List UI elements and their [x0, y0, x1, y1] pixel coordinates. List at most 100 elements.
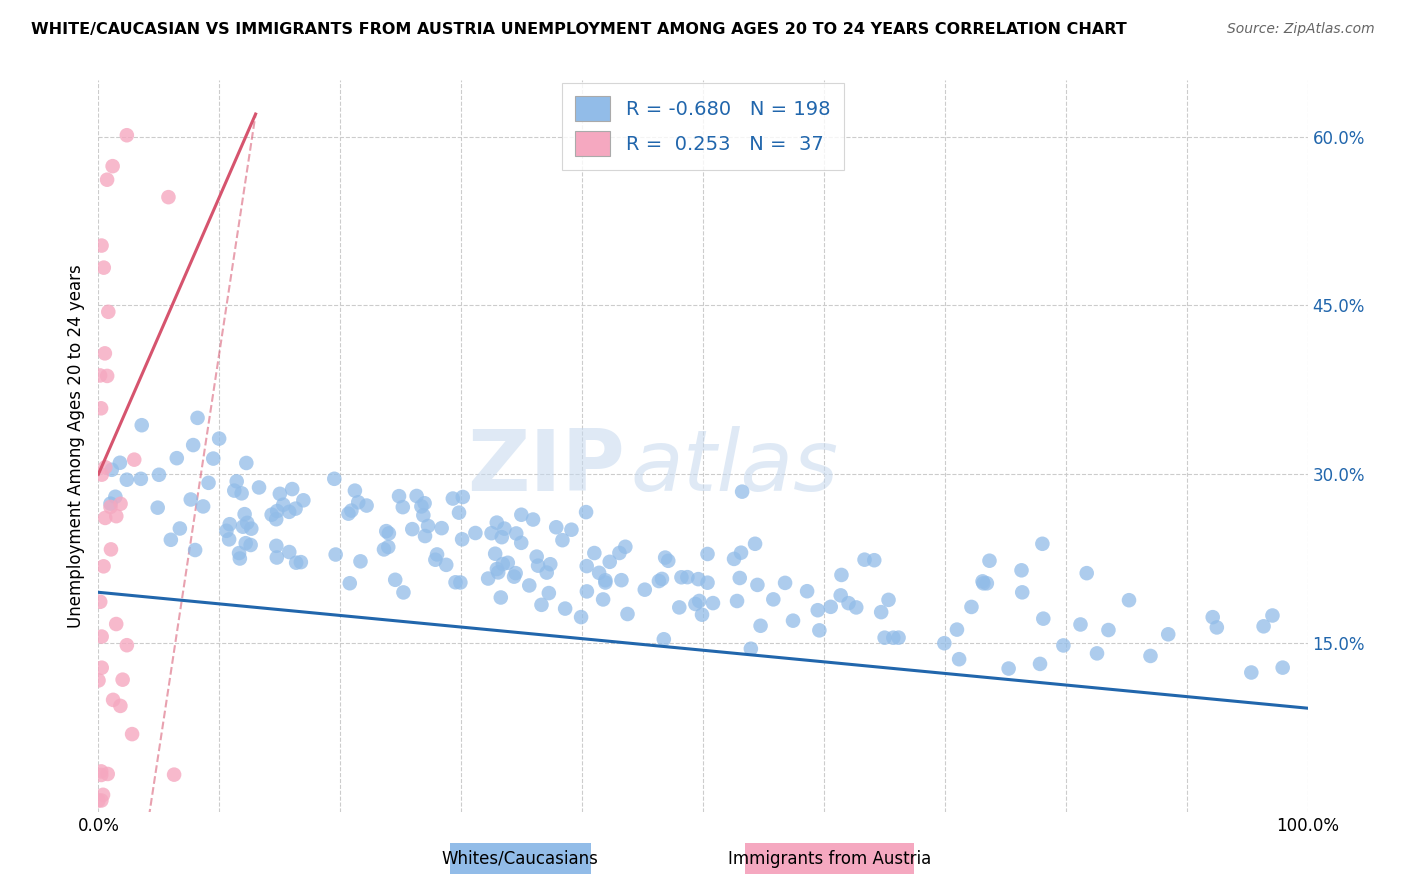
Point [292, 493, 315, 508]
Point [416, 519, 439, 533]
Point [657, 554, 679, 568]
Point [122, 452, 145, 467]
Point [690, 607, 713, 622]
Point [228, 546, 250, 560]
Point [934, 636, 956, 650]
Point [696, 547, 718, 561]
Point [807, 603, 830, 617]
Point [425, 553, 447, 567]
Point [225, 475, 247, 489]
Point [111, 673, 134, 687]
Point [1253, 619, 1275, 633]
Point [731, 484, 754, 499]
Point [494, 522, 516, 536]
Point [229, 551, 252, 566]
Point [218, 533, 240, 547]
Point [685, 597, 707, 611]
Point [281, 482, 304, 496]
Point [413, 529, 436, 543]
Point [583, 546, 606, 560]
Point [235, 456, 257, 470]
Point [434, 558, 457, 572]
Point [477, 572, 499, 586]
Point [569, 610, 592, 624]
Point [115, 128, 138, 143]
Point [449, 575, 471, 590]
Point [588, 566, 610, 580]
Point [160, 533, 183, 547]
Point [773, 575, 796, 590]
Point [522, 512, 544, 526]
Point [979, 554, 1001, 568]
Point [725, 594, 748, 608]
Point [323, 472, 346, 486]
Point [157, 190, 180, 204]
Point [388, 489, 411, 503]
Point [1097, 623, 1119, 637]
Point [960, 599, 983, 614]
Point [240, 522, 263, 536]
Point [101, 693, 124, 707]
Point [503, 569, 526, 583]
Point [614, 540, 637, 554]
Point [526, 549, 548, 564]
Text: ZIP: ZIP [467, 426, 624, 509]
Text: Source: ZipAtlas.com: Source: ZipAtlas.com [1227, 22, 1375, 37]
Point [486, 566, 509, 580]
Point [820, 599, 842, 614]
Point [546, 520, 568, 534]
Point [1271, 660, 1294, 674]
Point [264, 512, 287, 526]
Point [411, 500, 433, 514]
Point [384, 573, 406, 587]
Point [187, 410, 209, 425]
Text: WHITE/CAUCASIAN VS IMMIGRANTS FROM AUSTRIA UNEMPLOYMENT AMONG AGES 20 TO 24 YEAR: WHITE/CAUCASIAN VS IMMIGRANTS FROM AUSTR… [31, 22, 1126, 37]
Point [451, 490, 474, 504]
Point [284, 501, 307, 516]
Point [762, 592, 785, 607]
Point [492, 557, 515, 571]
Point [105, 509, 128, 524]
Point [115, 473, 138, 487]
Point [97, 767, 120, 781]
Point [634, 582, 657, 597]
Point [830, 588, 852, 602]
Point [202, 451, 225, 466]
Point [1011, 585, 1033, 599]
Point [278, 545, 301, 559]
Point [1052, 639, 1074, 653]
Point [218, 517, 240, 532]
Point [808, 624, 831, 638]
Point [90, 467, 112, 482]
Point [616, 607, 638, 621]
Point [285, 556, 308, 570]
Point [87, 793, 110, 807]
Point [232, 519, 254, 533]
Point [215, 524, 238, 538]
Point [90, 764, 112, 779]
Point [94, 346, 117, 360]
Point [101, 159, 124, 173]
Point [1011, 563, 1033, 577]
Point [169, 521, 191, 535]
Point [444, 575, 467, 590]
Point [94, 511, 117, 525]
Point [830, 568, 852, 582]
Point [485, 562, 508, 576]
Point [838, 596, 860, 610]
Point [100, 500, 122, 514]
Point [948, 652, 970, 666]
Point [887, 631, 910, 645]
Point [90, 768, 112, 782]
Point [654, 550, 676, 565]
Point [652, 632, 675, 647]
Point [184, 543, 207, 558]
Point [1085, 646, 1108, 660]
Point [744, 537, 766, 551]
Point [278, 505, 301, 519]
Point [668, 600, 690, 615]
Point [231, 486, 253, 500]
Point [90, 793, 112, 807]
Point [537, 586, 560, 600]
Point [104, 490, 127, 504]
